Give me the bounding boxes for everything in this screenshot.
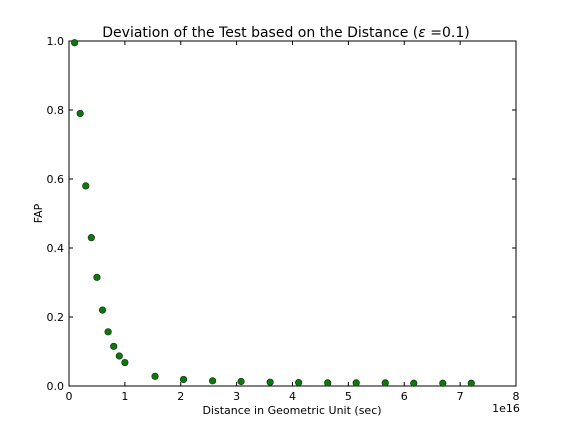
- data-point: [76, 109, 84, 118]
- data-point: [87, 234, 95, 242]
- data-point: [467, 379, 475, 387]
- data-point: [151, 372, 159, 380]
- y-tick-label: 0.8: [47, 104, 65, 117]
- y-tick-label: 0.4: [47, 242, 65, 255]
- y-axis: 0.0 0.2 0.4 0.6 0.8 1.0: [47, 35, 516, 393]
- y-tick-label: 0.0: [47, 380, 65, 393]
- y-tick-label: 0.6: [47, 173, 65, 186]
- x-tick-label: 1: [121, 390, 128, 403]
- data-point: [93, 273, 101, 281]
- data-point: [110, 342, 118, 350]
- x-tick-label: 8: [513, 390, 520, 403]
- data-point: [179, 375, 188, 384]
- x-tick-label: 0: [66, 390, 73, 403]
- data-point: [295, 378, 303, 387]
- data-point: [82, 182, 90, 190]
- data-point: [237, 377, 245, 386]
- x-axis: 0 1 2 3 4 5 6 7 8: [66, 41, 520, 403]
- plot-frame: [68, 40, 517, 387]
- data-point: [324, 379, 332, 387]
- x-axis-label: Distance in Geometric Unit (sec): [202, 404, 381, 417]
- data-points: [70, 39, 475, 387]
- data-point: [115, 352, 123, 360]
- data-point: [70, 39, 79, 47]
- x-offset-label: 1e16: [492, 402, 520, 415]
- data-point: [121, 358, 129, 367]
- data-point: [352, 379, 360, 387]
- data-point: [104, 328, 112, 336]
- x-tick-label: 7: [457, 390, 464, 403]
- y-axis-label: FAP: [32, 203, 45, 223]
- data-point: [410, 379, 418, 387]
- data-point: [98, 306, 107, 314]
- x-tick-label: 2: [177, 390, 184, 403]
- data-point: [266, 378, 274, 386]
- y-tick-label: 0.2: [47, 311, 65, 324]
- chart-title: Deviation of the Test based on the Dista…: [102, 25, 469, 41]
- x-tick-label: 4: [289, 390, 296, 403]
- y-tick-label: 1.0: [47, 35, 65, 48]
- x-tick-label: 5: [345, 390, 352, 403]
- x-tick-label: 6: [401, 390, 408, 403]
- x-tick-label: 3: [233, 390, 240, 403]
- data-point: [208, 377, 217, 385]
- data-point: [381, 379, 389, 387]
- data-point: [439, 379, 447, 387]
